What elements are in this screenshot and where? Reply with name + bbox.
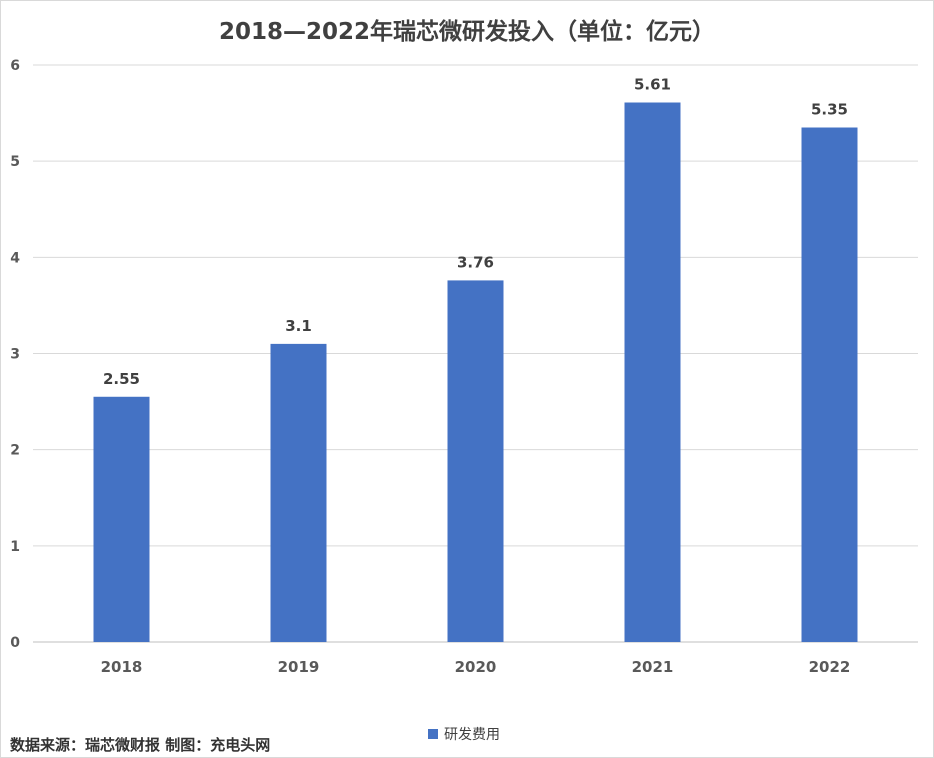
x-tick-label: 2021 <box>632 658 674 676</box>
x-tick-label: 2020 <box>455 658 497 676</box>
data-label: 5.35 <box>811 101 848 119</box>
bar <box>270 343 327 642</box>
legend: 研发费用 <box>428 724 500 744</box>
bar <box>447 280 504 642</box>
data-label: 3.1 <box>285 317 312 335</box>
data-label: 2.55 <box>103 370 140 388</box>
y-tick-label: 1 <box>10 539 20 555</box>
source-note: 数据来源：瑞芯微财报 制图：充电头网 <box>10 736 271 754</box>
bar <box>93 396 150 642</box>
y-tick-label: 4 <box>10 250 20 266</box>
y-tick-label: 6 <box>10 58 20 74</box>
x-tick-label: 2022 <box>809 658 851 676</box>
legend-swatch <box>428 729 438 739</box>
data-label: 3.76 <box>457 253 494 271</box>
y-tick-label: 5 <box>10 154 20 170</box>
y-tick-label: 2 <box>10 443 20 459</box>
bar <box>801 127 858 643</box>
x-tick-label: 2018 <box>101 658 143 676</box>
x-tick-label: 2019 <box>278 658 320 676</box>
chart-title: 2018—2022年瑞芯微研发投入（单位：亿元） <box>218 19 716 45</box>
legend-label: 研发费用 <box>444 727 500 743</box>
y-tick-label: 0 <box>10 635 20 651</box>
y-tick-label: 3 <box>10 347 20 363</box>
data-label: 5.61 <box>634 76 671 94</box>
bar <box>624 102 681 642</box>
